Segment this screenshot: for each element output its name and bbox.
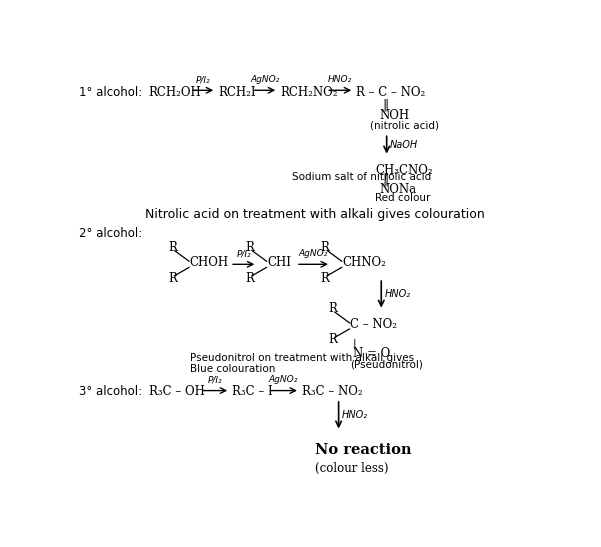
Text: 3° alcohol:: 3° alcohol:	[79, 385, 142, 398]
Text: HNO₂: HNO₂	[342, 410, 368, 420]
Text: R: R	[329, 333, 337, 346]
Text: HNO₂: HNO₂	[328, 75, 352, 84]
Text: RCH₂NO₂: RCH₂NO₂	[281, 86, 338, 100]
Text: AgNO₂: AgNO₂	[250, 75, 279, 84]
Text: NOH: NOH	[379, 109, 409, 122]
Text: C – NO₂: C – NO₂	[350, 318, 397, 331]
Text: Blue colouration: Blue colouration	[190, 364, 275, 374]
Text: R: R	[168, 241, 177, 254]
Text: (colour less): (colour less)	[316, 462, 389, 475]
Text: 1° alcohol:: 1° alcohol:	[79, 86, 142, 100]
Text: ‖: ‖	[382, 99, 388, 112]
Text: RCH₂I: RCH₂I	[219, 86, 256, 100]
Text: CHI: CHI	[267, 256, 291, 269]
Text: CH₃CNO₂: CH₃CNO₂	[375, 164, 433, 177]
Text: Pseudonitrol on treatment with alkali gives: Pseudonitrol on treatment with alkali gi…	[190, 353, 414, 363]
Text: R: R	[246, 272, 254, 284]
Text: CHOH: CHOH	[190, 256, 229, 269]
Text: R: R	[168, 272, 177, 284]
Text: (nitrolic acid): (nitrolic acid)	[370, 120, 439, 130]
Text: AgNO₂: AgNO₂	[269, 375, 298, 385]
Text: R₃C – OH: R₃C – OH	[149, 385, 204, 398]
Text: AgNO₂: AgNO₂	[299, 249, 328, 258]
Text: |: |	[353, 338, 356, 349]
Text: R: R	[321, 241, 330, 254]
Text: R – C – NO₂: R – C – NO₂	[356, 86, 426, 100]
Text: NONa: NONa	[379, 183, 416, 196]
Text: Sodium salt of nitrolic acid: Sodium salt of nitrolic acid	[292, 172, 432, 182]
Text: R₃C – I: R₃C – I	[233, 385, 273, 398]
Text: R: R	[246, 241, 254, 254]
Text: Red colour: Red colour	[375, 193, 430, 203]
Text: P/I₂: P/I₂	[236, 249, 251, 258]
Text: R₃C – NO₂: R₃C – NO₂	[302, 385, 363, 398]
Text: R: R	[329, 302, 337, 316]
Text: Nitrolic acid on treatment with alkali gives colouration: Nitrolic acid on treatment with alkali g…	[145, 208, 484, 221]
Text: R: R	[321, 272, 330, 284]
Text: No reaction: No reaction	[316, 443, 412, 457]
Text: NaOH: NaOH	[390, 140, 418, 150]
Text: CHNO₂: CHNO₂	[343, 256, 386, 269]
Text: P/I₂: P/I₂	[196, 75, 210, 84]
Text: (Pseudonitrol): (Pseudonitrol)	[350, 360, 423, 370]
Text: RCH₂OH: RCH₂OH	[149, 86, 201, 100]
Text: P/I₂: P/I₂	[208, 375, 223, 385]
Text: HNO₂: HNO₂	[385, 289, 410, 299]
Text: N = O: N = O	[353, 347, 390, 360]
Text: 2° alcohol:: 2° alcohol:	[79, 228, 142, 240]
Text: ‖: ‖	[382, 173, 388, 187]
